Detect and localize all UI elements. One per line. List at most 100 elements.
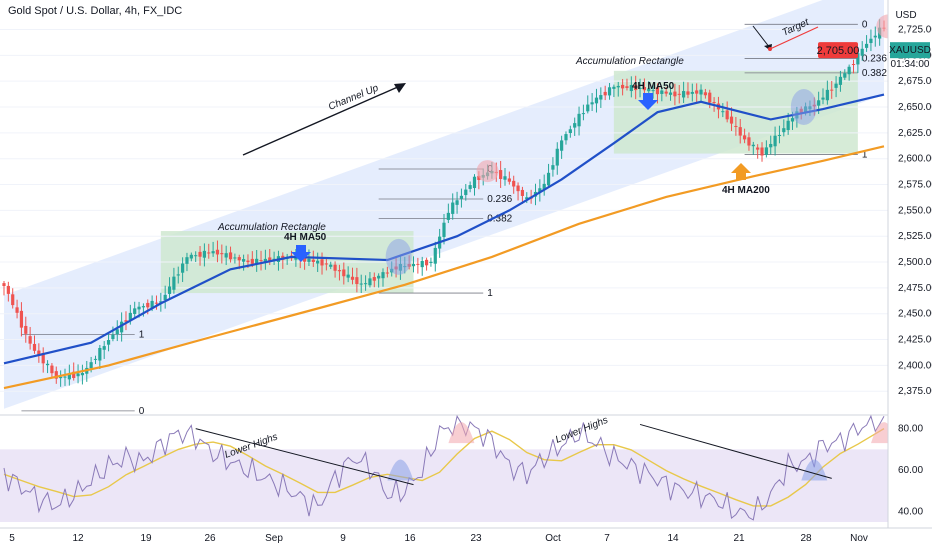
candle-body xyxy=(54,371,58,379)
x-tick-label: 14 xyxy=(667,533,679,544)
candle-body xyxy=(860,48,864,56)
candle-body xyxy=(424,259,429,266)
candle-body xyxy=(838,76,843,85)
candle-body xyxy=(233,257,237,259)
candle-body xyxy=(786,120,790,131)
channel-up-zone xyxy=(4,0,884,409)
accumulation-label-2: Accumulation Rectangle xyxy=(575,56,684,67)
candle-body xyxy=(564,134,568,141)
y-tick-label: 2,675.00 xyxy=(898,76,932,87)
candle-body xyxy=(111,334,115,340)
candle-body xyxy=(433,247,437,264)
y-tick-label: 2,550.00 xyxy=(898,205,932,216)
x-tick-label: 7 xyxy=(604,533,610,544)
ma50-line xyxy=(3,93,885,365)
candle-body xyxy=(769,143,773,148)
candle-body xyxy=(307,258,311,262)
candle-body xyxy=(625,86,629,88)
candle-body xyxy=(359,283,363,285)
candle-body xyxy=(337,270,342,272)
candle-body xyxy=(2,283,6,287)
x-tick-label: Oct xyxy=(545,533,561,544)
candle-body xyxy=(760,147,764,156)
candle-body xyxy=(742,135,747,140)
candle-body xyxy=(695,90,699,94)
ma50-touch-1 xyxy=(385,238,412,275)
x-tick-label: Sep xyxy=(265,533,283,544)
fib-level-label: 0.382 xyxy=(862,68,887,79)
candle-body xyxy=(590,102,594,105)
candle-body xyxy=(634,85,638,91)
x-tick-label: 19 xyxy=(140,533,152,544)
candle-body xyxy=(272,258,276,260)
candle-body xyxy=(729,116,734,124)
candle-body xyxy=(446,212,450,220)
candle-body xyxy=(747,137,751,146)
candle-body xyxy=(525,197,529,200)
candle-body xyxy=(115,329,119,335)
candle-body xyxy=(385,272,389,274)
candle-body xyxy=(37,350,41,356)
x-tick-label: 9 xyxy=(340,533,346,544)
ma200-label: 4H MA200 xyxy=(722,185,770,196)
candle-body xyxy=(690,91,694,94)
y-tick-label: 2,500.00 xyxy=(898,257,932,268)
candle-body xyxy=(538,188,542,193)
ma50-touch-2 xyxy=(790,89,817,126)
candle-body xyxy=(499,170,503,179)
candle-body xyxy=(586,104,590,112)
candle-body xyxy=(512,180,516,187)
fib-level-label: 0 xyxy=(139,406,145,417)
ma200-line xyxy=(3,145,885,390)
candle-body xyxy=(682,91,686,98)
candle-body xyxy=(333,264,337,271)
candle-body xyxy=(777,134,782,136)
x-tick-label: 12 xyxy=(72,533,84,544)
x-tick-label: 21 xyxy=(733,533,745,544)
candle-body xyxy=(185,257,189,264)
candle-body xyxy=(137,306,141,310)
candle-body xyxy=(612,86,616,89)
candle-body xyxy=(242,259,246,262)
fib-level-label: 0.236 xyxy=(862,53,887,64)
candle-body xyxy=(712,102,716,104)
x-tick-label: 26 xyxy=(204,533,216,544)
candle-body xyxy=(647,88,651,92)
candle-body xyxy=(372,277,376,281)
fib-level-label: 1 xyxy=(487,288,493,299)
candle-body xyxy=(224,253,228,258)
candle-body xyxy=(464,189,468,196)
candle-body xyxy=(250,258,254,264)
rsi-hump-blue-1 xyxy=(387,459,414,481)
candle-body xyxy=(873,35,877,38)
candle-body xyxy=(673,91,677,97)
candle-body xyxy=(163,294,167,301)
y-tick-label: 2,600.00 xyxy=(898,154,932,165)
rsi-tick-label: 40.00 xyxy=(898,507,923,518)
candle-body xyxy=(346,274,350,278)
target-line xyxy=(769,26,819,50)
candle-body xyxy=(568,129,572,134)
candle-body xyxy=(477,175,481,180)
chart-title: Gold Spot / U.S. Dollar, 4h, FX_IDC xyxy=(8,5,183,17)
candle-body xyxy=(255,258,259,265)
candle-body xyxy=(503,176,507,180)
candle-body xyxy=(699,89,703,95)
candle-body xyxy=(133,308,137,314)
lower-highs-line-1 xyxy=(195,428,414,486)
candle-body xyxy=(6,285,10,294)
x-tick-label: 23 xyxy=(470,533,482,544)
candle-body xyxy=(63,376,67,378)
candle-body xyxy=(864,43,869,48)
candle-body xyxy=(72,371,76,378)
candle-body xyxy=(834,83,838,88)
candle-body xyxy=(228,252,233,260)
x-tick-label: Nov xyxy=(850,533,868,544)
candle-body xyxy=(363,283,368,285)
candle-body xyxy=(638,87,642,89)
candle-body xyxy=(869,38,873,44)
fib-level-label: 0 xyxy=(862,19,868,30)
candle-body xyxy=(28,336,32,344)
candle-body xyxy=(172,276,176,290)
candle-body xyxy=(429,261,433,264)
